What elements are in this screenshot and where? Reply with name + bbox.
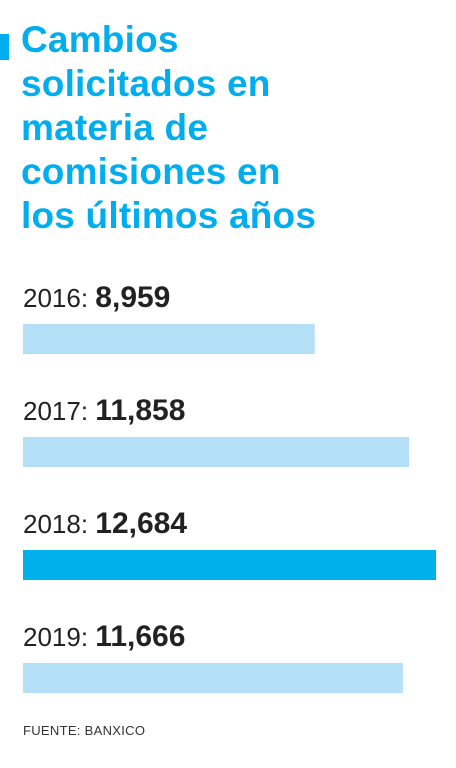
value-label: 11,858	[95, 394, 185, 427]
source-note: FUENTE: BANXICO	[23, 723, 146, 738]
bar-2016	[23, 324, 315, 354]
bar-label: 2019: 11,666	[23, 620, 185, 653]
title-line: materia de	[21, 107, 209, 148]
bar-label: 2018: 12,684	[23, 507, 187, 540]
title-line: solicitados en	[21, 63, 271, 104]
value-label: 12,684	[95, 507, 187, 540]
value-label: 11,666	[95, 620, 185, 653]
bar-2017	[23, 437, 410, 467]
bar-2019	[23, 663, 403, 693]
bar-2018	[23, 550, 436, 580]
title-line: comisiones en	[21, 151, 281, 192]
bar-label: 2016: 8,959	[23, 281, 170, 314]
category-label: 2017:	[23, 396, 95, 426]
value-label: 8,959	[95, 281, 170, 314]
chart-title: Cambios solicitados en materia de comisi…	[21, 18, 441, 238]
title-line: Cambios	[21, 19, 179, 60]
category-label: 2019:	[23, 622, 95, 652]
category-label: 2016:	[23, 283, 95, 313]
category-label: 2018:	[23, 509, 95, 539]
title-line: los últimos años	[21, 195, 317, 236]
title-accent-marker	[0, 34, 9, 60]
bar-label: 2017: 11,858	[23, 394, 185, 427]
